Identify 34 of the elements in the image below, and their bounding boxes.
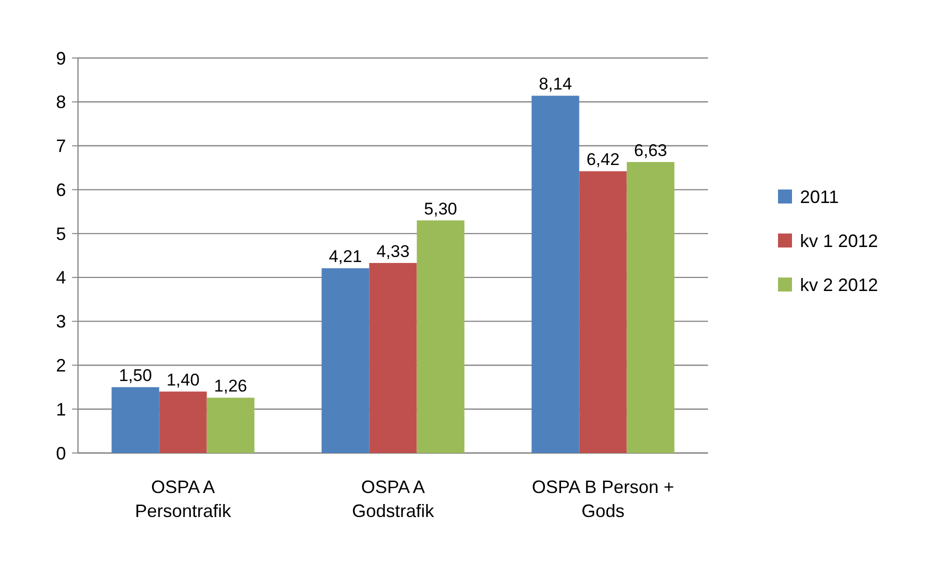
x-tick-label: OSPA B Person + Gods [532,477,674,521]
bar [579,171,627,453]
data-label: 6,42 [586,150,620,170]
y-tick-label: 8 [56,92,66,112]
y-tick-label: 5 [56,224,66,244]
bar [159,392,207,453]
data-label: 6,63 [634,141,668,160]
bar [322,268,370,453]
data-label: 1,26 [214,376,248,396]
x-tick-label: OSPA A Godstrafik [352,477,436,521]
y-tick-label: 7 [56,136,66,156]
bar [626,162,674,453]
data-label: 4,33 [376,242,410,261]
data-label: 1,40 [166,370,200,390]
legend-label: kv 2 2012 [800,274,878,295]
bar [416,220,464,453]
bar [532,96,580,453]
x-tick-label: OSPA A Persontrafik [134,477,232,521]
bar [369,262,417,453]
y-tick-label: 2 [56,356,66,376]
y-tick-label: 3 [56,312,66,332]
data-label: 4,21 [328,247,362,266]
legend-label: kv 1 2012 [800,230,878,251]
y-tick-label: 6 [56,180,66,200]
y-tick-label: 0 [56,443,66,464]
y-tick-label: 4 [56,268,66,288]
y-tick-label: 9 [56,48,66,68]
legend-label: 2011 [800,186,839,207]
data-label: 1,50 [118,366,152,386]
bar [112,387,160,453]
data-label: 8,14 [538,74,572,94]
y-tick-label: 1 [56,399,66,420]
data-label: 5,30 [424,199,458,218]
bar [206,398,254,453]
